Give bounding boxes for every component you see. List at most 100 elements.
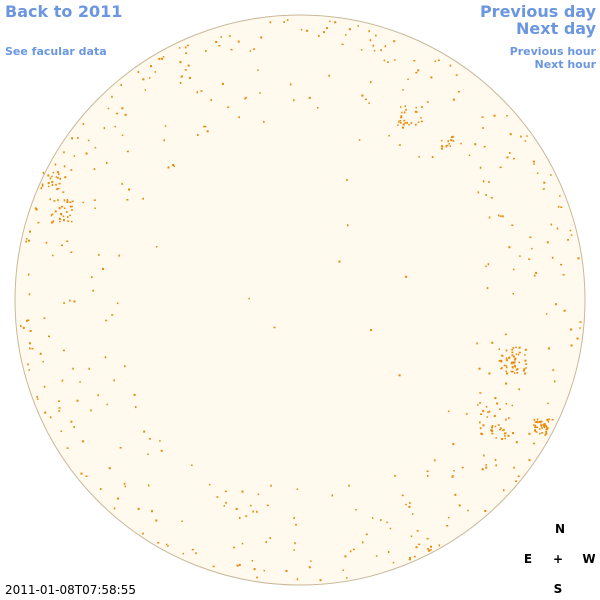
facula-speck bbox=[447, 516, 450, 519]
facula-speck bbox=[285, 570, 288, 572]
facula-speck bbox=[479, 402, 482, 404]
facula-speck bbox=[58, 217, 61, 220]
previous-day-link[interactable]: Previous day bbox=[479, 2, 596, 21]
facula-speck bbox=[37, 398, 39, 400]
facula-speck bbox=[506, 115, 508, 117]
facula-speck bbox=[559, 195, 561, 197]
facula-speck bbox=[577, 257, 580, 260]
facula-speck bbox=[72, 367, 74, 370]
facula-speck bbox=[349, 550, 352, 553]
facula-speck bbox=[524, 359, 527, 362]
faculae bbox=[20, 19, 582, 582]
facula-speck bbox=[540, 424, 543, 427]
facula-speck bbox=[56, 171, 59, 174]
facula-speck bbox=[204, 125, 207, 128]
facula-speck bbox=[480, 413, 482, 415]
facula-speck bbox=[506, 156, 509, 159]
facula-speck bbox=[576, 337, 579, 340]
facula-speck bbox=[491, 341, 494, 344]
facula-speck bbox=[505, 382, 508, 385]
facula-speck bbox=[392, 561, 395, 564]
facula-speck bbox=[540, 420, 543, 423]
back-link[interactable]: Back to 2011 bbox=[5, 2, 123, 21]
facula-speck bbox=[167, 545, 169, 547]
facula-speck bbox=[570, 234, 573, 236]
facula-speck bbox=[249, 50, 252, 52]
facula-speck bbox=[370, 81, 372, 84]
facula-speck bbox=[348, 28, 351, 31]
facula-speck bbox=[230, 48, 233, 51]
facula-speck bbox=[430, 76, 433, 79]
facula-speck bbox=[524, 140, 527, 142]
facula-speck bbox=[31, 347, 34, 350]
facula-speck bbox=[409, 502, 411, 505]
facula-speck bbox=[437, 59, 440, 61]
next-day-link[interactable]: Next day bbox=[516, 19, 596, 38]
facula-speck bbox=[427, 474, 429, 477]
facula-speck bbox=[223, 505, 225, 507]
compass-north: N bbox=[554, 522, 566, 536]
facular-link[interactable]: See facular data bbox=[5, 45, 107, 58]
facula-speck bbox=[434, 60, 436, 62]
facula-speck bbox=[498, 408, 501, 410]
facula-speck bbox=[62, 349, 65, 352]
facula-speck bbox=[331, 494, 333, 497]
facula-speck bbox=[506, 366, 508, 369]
facula-speck bbox=[485, 406, 488, 408]
facula-speck bbox=[509, 133, 512, 136]
facula-speck bbox=[416, 111, 418, 113]
facula-speck bbox=[398, 374, 401, 377]
facula-speck bbox=[43, 317, 46, 319]
facula-speck bbox=[375, 555, 378, 557]
facula-speck bbox=[547, 420, 550, 423]
facula-speck bbox=[29, 342, 31, 345]
facula-speck bbox=[51, 221, 53, 224]
facula-speck bbox=[63, 165, 66, 168]
facula-speck bbox=[401, 111, 403, 114]
facula-speck bbox=[398, 144, 401, 146]
facula-speck bbox=[529, 236, 532, 238]
facula-speck bbox=[181, 520, 183, 522]
facula-speck bbox=[505, 349, 508, 352]
facula-speck bbox=[579, 327, 581, 329]
facula-speck bbox=[493, 114, 496, 117]
facula-speck bbox=[477, 404, 479, 406]
next-hour-link[interactable]: Next hour bbox=[534, 58, 597, 71]
facula-speck bbox=[345, 34, 347, 36]
facula-speck bbox=[111, 314, 114, 316]
facula-speck bbox=[546, 241, 549, 244]
facula-speck bbox=[51, 175, 53, 178]
facula-speck bbox=[547, 347, 550, 350]
facula-speck bbox=[515, 368, 518, 371]
facula-speck bbox=[319, 579, 322, 582]
facula-speck bbox=[541, 432, 544, 434]
facula-speck bbox=[103, 127, 106, 130]
facula-speck bbox=[488, 410, 491, 413]
facula-speck bbox=[535, 271, 538, 274]
previous-hour-link[interactable]: Previous hour bbox=[509, 45, 596, 58]
facula-speck bbox=[513, 466, 515, 469]
facula-speck bbox=[482, 127, 484, 129]
facula-speck bbox=[111, 95, 113, 98]
facula-speck bbox=[29, 347, 31, 350]
facula-speck bbox=[501, 438, 504, 440]
facula-speck bbox=[515, 346, 517, 348]
facula-speck bbox=[123, 482, 126, 485]
facula-speck bbox=[57, 199, 59, 202]
facula-speck bbox=[505, 403, 508, 405]
facula-speck bbox=[386, 61, 389, 63]
facula-speck bbox=[550, 174, 552, 176]
facula-speck bbox=[116, 112, 119, 115]
facula-speck bbox=[544, 434, 547, 436]
facula-speck bbox=[511, 370, 514, 373]
facula-speck bbox=[119, 447, 122, 449]
facula-speck bbox=[569, 229, 572, 232]
facula-speck bbox=[405, 275, 408, 278]
facula-speck bbox=[121, 107, 124, 110]
facula-speck bbox=[484, 510, 487, 512]
facula-speck bbox=[524, 348, 527, 351]
facula-speck bbox=[137, 71, 140, 73]
facula-speck bbox=[360, 49, 363, 51]
facula-speck bbox=[244, 97, 246, 100]
facula-speck bbox=[51, 181, 54, 184]
